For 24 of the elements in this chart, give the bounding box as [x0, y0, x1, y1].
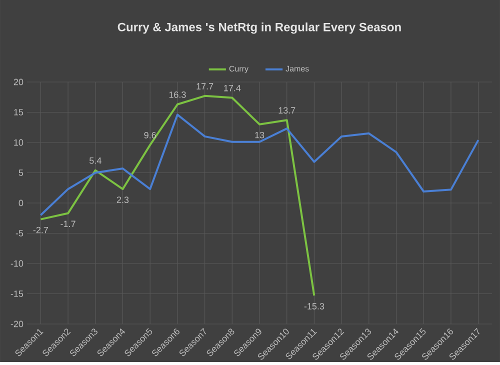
data-label: 17.4 [224, 84, 241, 91]
data-label: 13 [255, 132, 264, 138]
line-series [40, 113, 480, 216]
y-tick-label: -20 [10, 320, 24, 327]
y-tick-label: 15 [14, 108, 24, 116]
data-label: 2.3 [116, 196, 129, 203]
y-tick-label: 20 [14, 78, 24, 85]
y-tick-label: 0 [18, 200, 24, 206]
y-tick-label: -15 [10, 290, 24, 297]
data-label: 16.3 [169, 91, 186, 98]
y-tick-label: 10 [14, 139, 24, 146]
chart-title: Curry & James 's NetRtg in Regular Every Season [118, 22, 401, 34]
legend-label: James [286, 66, 309, 72]
data-label: 5.4 [89, 157, 102, 164]
y-tick-label: 5 [18, 169, 24, 176]
y-tick-label: -5 [16, 230, 24, 236]
data-label: 13.7 [278, 106, 296, 114]
data-label: -2.7 [33, 226, 48, 233]
y-tick-label: -10 [10, 260, 24, 266]
data-label: -1.7 [60, 220, 76, 227]
data-label: -15.3 [304, 302, 324, 310]
data-label: 9.6 [144, 132, 156, 138]
legend-label: Curry [229, 66, 248, 73]
data-label: 17.7 [196, 82, 214, 90]
